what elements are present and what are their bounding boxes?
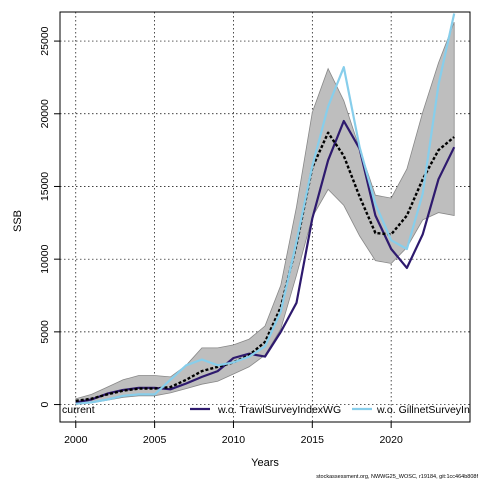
y-tick-label: 15000	[39, 172, 51, 201]
series-line-w-o-gillnetsurveyindexwg	[75, 13, 456, 405]
legend-label-current: current	[62, 404, 95, 416]
y-tick-label: 0	[39, 402, 51, 408]
y-tick-label: 20000	[39, 99, 51, 128]
footer-text: stockassessment.org, NWWG25_WOSC, r19184…	[316, 474, 478, 480]
x-tick-label: 2010	[222, 434, 246, 446]
plot-border	[59, 11, 471, 423]
y-axis: 0 5000 10000 15000 20000 25000	[39, 26, 60, 408]
series-line-current	[75, 131, 455, 403]
y-tick-label: 5000	[39, 320, 51, 344]
legend-label-w-o-gillnetsurveyindexwg: w.o. GillnetSurveyIndexWG	[376, 404, 480, 416]
y-tick-label: 10000	[39, 244, 51, 273]
x-tick-label: 2000	[64, 434, 88, 446]
legend: current w.o. TrawlSurveyIndexWG w.o. Gilln…	[62, 404, 480, 416]
y-axis-label: SSB	[12, 210, 24, 232]
x-tick-label: 2020	[379, 434, 403, 446]
series-layer	[75, 13, 456, 405]
x-axis-label: Years	[251, 457, 279, 469]
x-tick-label: 2015	[301, 434, 325, 446]
plot-frame	[59, 11, 471, 423]
y-tick-label: 25000	[39, 26, 51, 55]
legend-label-w-o-trawlsurveyindexwg: w.o. TrawlSurveyIndexWG	[217, 404, 341, 416]
x-tick-label: 2005	[143, 434, 167, 446]
x-axis: 2000 2005 2010 2015 2020	[64, 422, 403, 446]
series-line-w-o-trawlsurveyindexwg	[75, 119, 456, 404]
